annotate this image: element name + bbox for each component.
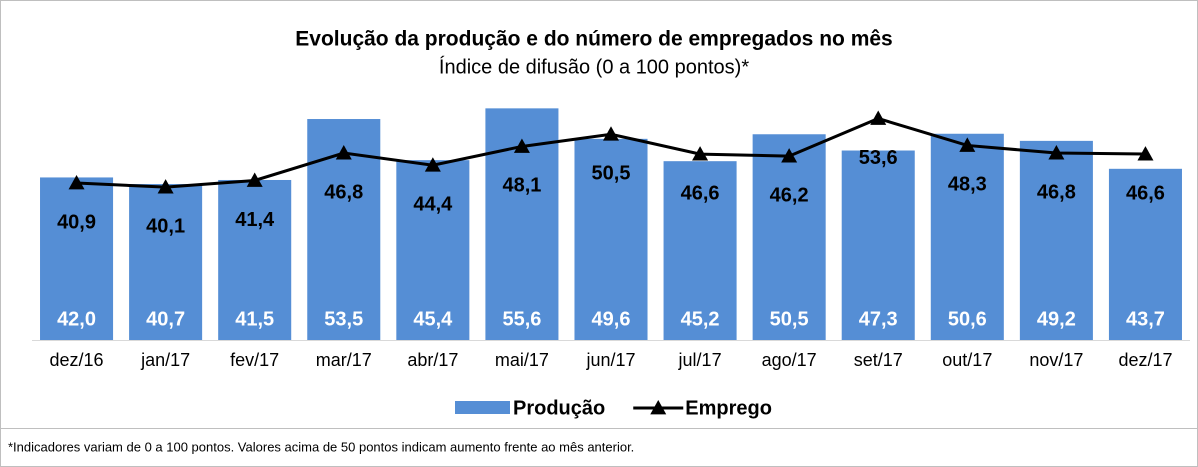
line-value-label: 48,1	[502, 175, 541, 197]
x-tick-label: jul/17	[678, 350, 722, 370]
line-value-label: 40,1	[146, 215, 185, 237]
x-tick-label: mar/17	[316, 350, 372, 370]
bar-value-label: 41,5	[235, 308, 274, 330]
bar-value-label: 49,6	[592, 308, 631, 330]
bar	[218, 179, 292, 340]
bar-value-label: 55,6	[502, 308, 541, 330]
line-marker	[513, 138, 530, 153]
bar	[1108, 168, 1182, 340]
x-tick-label: set/17	[854, 350, 903, 370]
bar	[574, 138, 648, 340]
line-value-label: 46,8	[1037, 181, 1076, 203]
line-value-label: 50,5	[592, 163, 631, 185]
x-tick-label: ago/17	[762, 350, 817, 370]
bar-value-label: 50,6	[948, 308, 987, 330]
legend-marker	[650, 400, 667, 415]
line-marker	[246, 172, 263, 187]
line-marker	[870, 110, 887, 125]
line-marker	[68, 175, 85, 190]
bar-value-label: 45,2	[681, 308, 720, 330]
line-marker	[1137, 146, 1154, 161]
legend-label: Emprego	[685, 397, 772, 419]
line-marker	[157, 179, 174, 194]
line-marker	[603, 126, 619, 141]
line-value-label: 48,3	[948, 174, 987, 196]
line-value-label: 41,4	[235, 209, 275, 231]
line-value-label: 46,2	[770, 184, 809, 206]
bar	[752, 134, 826, 340]
bar-value-label: 43,7	[1126, 308, 1165, 330]
bar	[396, 160, 470, 340]
bar	[40, 177, 114, 340]
bar-value-label: 40,7	[146, 308, 185, 330]
x-tick-label: fev/17	[230, 350, 279, 370]
line-value-label: 44,4	[413, 194, 453, 216]
bar-value-label: 42,0	[57, 308, 96, 330]
bar	[841, 150, 915, 340]
line-marker	[424, 157, 441, 172]
line-value-label: 46,8	[324, 181, 363, 203]
chart-subtitle: Índice de difusão (0 a 100 pontos)*	[439, 55, 749, 78]
footnote: *Indicadores variam de 0 a 100 pontos. V…	[8, 439, 634, 454]
bar	[1019, 140, 1093, 340]
x-tick-label: nov/17	[1029, 350, 1083, 370]
line-value-label: 46,6	[1126, 182, 1165, 204]
x-tick-label: dez/17	[1118, 350, 1172, 370]
x-tick-label: jun/17	[585, 350, 635, 370]
bar	[930, 133, 1004, 340]
line-marker	[335, 145, 352, 160]
bar-value-label: 47,3	[859, 308, 898, 330]
line-marker	[1048, 145, 1065, 160]
x-tick-label: abr/17	[407, 350, 458, 370]
legend-label: Produção	[513, 397, 605, 419]
line-value-label: 53,6	[859, 147, 898, 169]
bar	[663, 161, 737, 340]
x-tick-label: jan/17	[140, 350, 190, 370]
bar-value-label: 49,2	[1037, 308, 1076, 330]
line-value-label: 46,6	[681, 182, 720, 204]
bar-value-label: 53,5	[324, 308, 363, 330]
line-marker	[781, 148, 798, 163]
x-tick-label: out/17	[942, 350, 992, 370]
line-marker	[692, 146, 709, 161]
x-tick-label: dez/16	[50, 350, 104, 370]
legend-swatch	[455, 401, 510, 414]
line-value-label: 40,9	[57, 211, 96, 233]
x-tick-label: mai/17	[495, 350, 549, 370]
bar-value-label: 50,5	[770, 308, 809, 330]
bar-value-label: 45,4	[413, 308, 453, 330]
line-marker	[959, 137, 976, 152]
chart-title: Evolução da produção e do número de empr…	[295, 28, 892, 51]
bar	[129, 184, 203, 340]
